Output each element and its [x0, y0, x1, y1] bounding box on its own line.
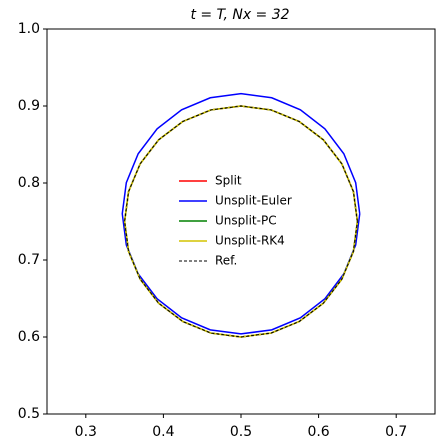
series-line [124, 105, 358, 338]
x-tick-label: 0.7 [385, 424, 407, 440]
legend-label: Ref. [215, 254, 237, 268]
x-tick-label: 0.3 [75, 424, 97, 440]
y-tick-label: 0.8 [18, 175, 40, 191]
legend-label: Unsplit-RK4 [215, 234, 285, 248]
y-tick-label: 0.5 [18, 406, 40, 422]
y-tick-label: 0.7 [18, 252, 40, 268]
x-tick-label: 0.4 [152, 424, 174, 440]
x-tick-label: 0.5 [230, 424, 252, 440]
y-tick-label: 0.6 [18, 329, 40, 345]
chart-title: t = T, Nx = 32 [190, 7, 289, 23]
y-tick-label: 1.0 [18, 21, 40, 37]
series-line [121, 92, 361, 335]
legend-label: Split [215, 174, 242, 188]
y-tick-label: 0.9 [18, 98, 40, 114]
legend-label: Unsplit-Euler [215, 194, 292, 208]
x-tick-label: 0.6 [307, 424, 329, 440]
legend-label: Unsplit-PC [215, 214, 277, 228]
